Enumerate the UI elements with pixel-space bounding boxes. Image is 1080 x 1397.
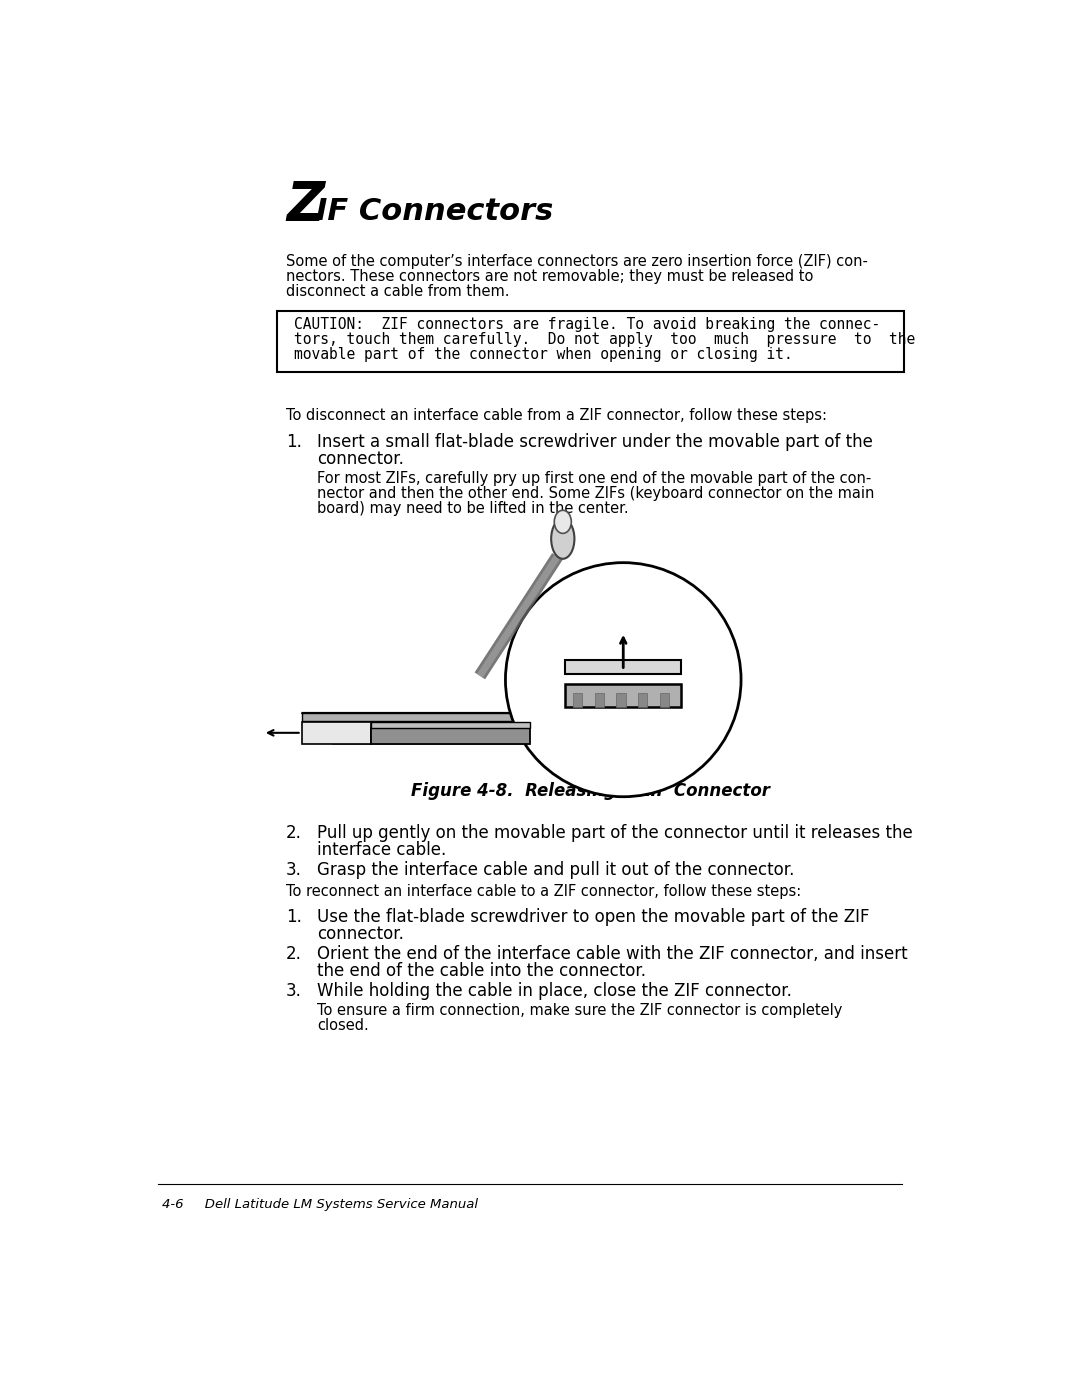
Text: Figure 4-8.  Releasing a ZIF Connector: Figure 4-8. Releasing a ZIF Connector (410, 782, 770, 800)
Text: Orient the end of the interface cable with the ZIF connector, and insert: Orient the end of the interface cable wi… (318, 944, 908, 963)
Text: 4-6     Dell Latitude LM Systems Service Manual: 4-6 Dell Latitude LM Systems Service Man… (162, 1197, 478, 1211)
Bar (565, 661, 681, 675)
Text: movable part of the connector when opening or closing it.: movable part of the connector when openi… (294, 346, 793, 362)
Text: While holding the cable in place, close the ZIF connector.: While holding the cable in place, close … (318, 982, 792, 1000)
Text: 2.: 2. (286, 944, 302, 963)
Bar (572, 693, 582, 707)
Text: Grasp the interface cable and pull it out of the connector.: Grasp the interface cable and pull it ou… (318, 861, 795, 879)
Text: To ensure a firm connection, make sure the ZIF connector is completely: To ensure a firm connection, make sure t… (318, 1003, 842, 1017)
Text: nector and then the other end. Some ZIFs (keyboard connector on the main: nector and then the other end. Some ZIFs… (318, 486, 875, 502)
Text: tors, touch them carefully.  Do not apply  too  much  pressure  to  the: tors, touch them carefully. Do not apply… (294, 332, 915, 346)
Text: Use the flat-blade screwdriver to open the movable part of the ZIF: Use the flat-blade screwdriver to open t… (318, 908, 869, 926)
Ellipse shape (551, 518, 575, 559)
Bar (372, 722, 530, 728)
Ellipse shape (554, 510, 571, 534)
Text: 2.: 2. (286, 824, 302, 841)
Text: For most ZIFs, carefully pry up first one end of the movable part of the con-: For most ZIFs, carefully pry up first on… (318, 471, 872, 486)
Text: closed.: closed. (318, 1018, 369, 1032)
Text: 3.: 3. (286, 861, 302, 879)
Text: the end of the cable into the connector.: the end of the cable into the connector. (318, 963, 646, 979)
Polygon shape (301, 712, 562, 743)
Text: 1.: 1. (286, 433, 302, 451)
Bar (638, 693, 647, 707)
Bar (301, 722, 372, 743)
Text: Insert a small flat-blade screwdriver under the movable part of the: Insert a small flat-blade screwdriver un… (318, 433, 873, 451)
Text: Pull up gently on the movable part of the connector until it releases the: Pull up gently on the movable part of th… (318, 824, 913, 841)
Polygon shape (301, 712, 530, 721)
Bar (660, 693, 669, 707)
Bar (617, 693, 625, 707)
Text: nectors. These connectors are not removable; they must be released to: nectors. These connectors are not remova… (286, 268, 813, 284)
Text: connector.: connector. (318, 925, 404, 943)
Bar (565, 683, 681, 707)
Bar (595, 693, 604, 707)
Text: disconnect a cable from them.: disconnect a cable from them. (286, 284, 510, 299)
Text: connector.: connector. (318, 450, 404, 468)
Text: 1.: 1. (286, 908, 302, 926)
Text: Some of the computer’s interface connectors are zero insertion force (ZIF) con-: Some of the computer’s interface connect… (286, 254, 868, 268)
Text: CAUTION:  ZIF connectors are fragile. To avoid breaking the connec-: CAUTION: ZIF connectors are fragile. To … (294, 317, 880, 332)
Text: board) may need to be lifted in the center.: board) may need to be lifted in the cent… (318, 502, 629, 515)
Circle shape (505, 563, 741, 796)
Bar (372, 728, 530, 743)
Text: To reconnect an interface cable to a ZIF connector, follow these steps:: To reconnect an interface cable to a ZIF… (286, 884, 801, 898)
Text: To disconnect an interface cable from a ZIF connector, follow these steps:: To disconnect an interface cable from a … (286, 408, 827, 423)
Bar (276, 312, 904, 372)
Text: Z: Z (286, 179, 324, 231)
Text: IF Connectors: IF Connectors (315, 197, 553, 226)
Text: interface cable.: interface cable. (318, 841, 446, 859)
Text: 3.: 3. (286, 982, 302, 1000)
